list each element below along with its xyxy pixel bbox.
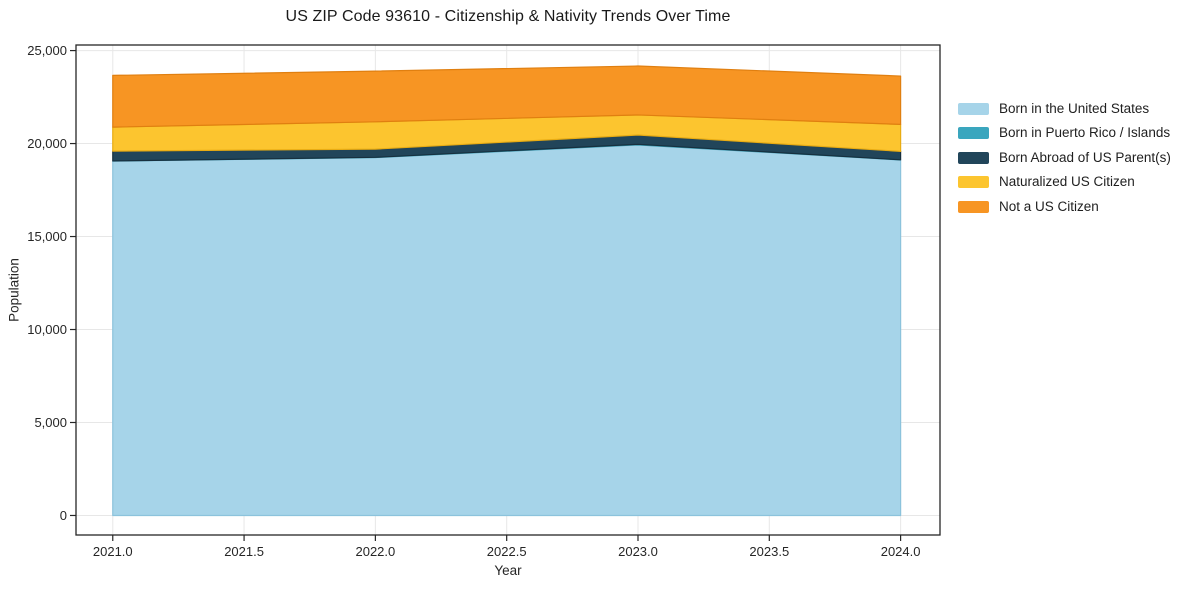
legend-swatch xyxy=(958,103,989,115)
legend-swatch xyxy=(958,127,989,140)
x-tick-label: 2023.5 xyxy=(749,544,789,559)
area-series xyxy=(112,65,902,128)
legend-swatch xyxy=(958,151,989,164)
area-series xyxy=(112,144,902,517)
legend-item: Born in the United States xyxy=(958,101,1171,116)
legend-item: Not a US Citizen xyxy=(958,198,1171,214)
legend-swatch xyxy=(958,200,989,213)
y-tick-label: 10,000 xyxy=(27,322,67,337)
y-tick-label: 15,000 xyxy=(27,229,67,244)
y-tick-label: 5,000 xyxy=(34,415,67,430)
x-axis-label: Year xyxy=(494,563,522,578)
x-tick-label: 2022.5 xyxy=(487,544,527,559)
legend-label: Naturalized US Citizen xyxy=(999,174,1135,190)
legend: Born in the United States Born in Puerto … xyxy=(958,101,1171,225)
chart-title: US ZIP Code 93610 - Citizenship & Nativi… xyxy=(285,8,731,25)
y-tick-label: 0 xyxy=(60,508,67,523)
x-tick-label: 2021.5 xyxy=(224,544,264,559)
legend-label: Born in Puerto Rico / Islands xyxy=(999,125,1171,141)
legend-swatch xyxy=(958,176,989,189)
legend-label: Born in the United States xyxy=(999,101,1150,116)
legend-label: Not a US Citizen xyxy=(999,198,1099,214)
y-tick-label: 25,000 xyxy=(27,43,67,58)
plot-border xyxy=(75,44,941,536)
x-tick-label: 2023.0 xyxy=(618,544,658,559)
x-tick-label: 2022.0 xyxy=(355,544,395,559)
x-tick-label: 2024.0 xyxy=(881,544,921,559)
x-tick-label: 2021.0 xyxy=(93,544,133,559)
y-tick-label: 20,000 xyxy=(27,136,67,151)
y-axis-label: Population xyxy=(6,258,22,322)
legend-label: Born Abroad of US Parent(s) xyxy=(999,149,1171,165)
legend-item: Naturalized US Citizen xyxy=(958,174,1171,190)
legend-item: Born in Puerto Rico / Islands xyxy=(958,125,1171,141)
legend-item: Born Abroad of US Parent(s) xyxy=(958,149,1171,165)
